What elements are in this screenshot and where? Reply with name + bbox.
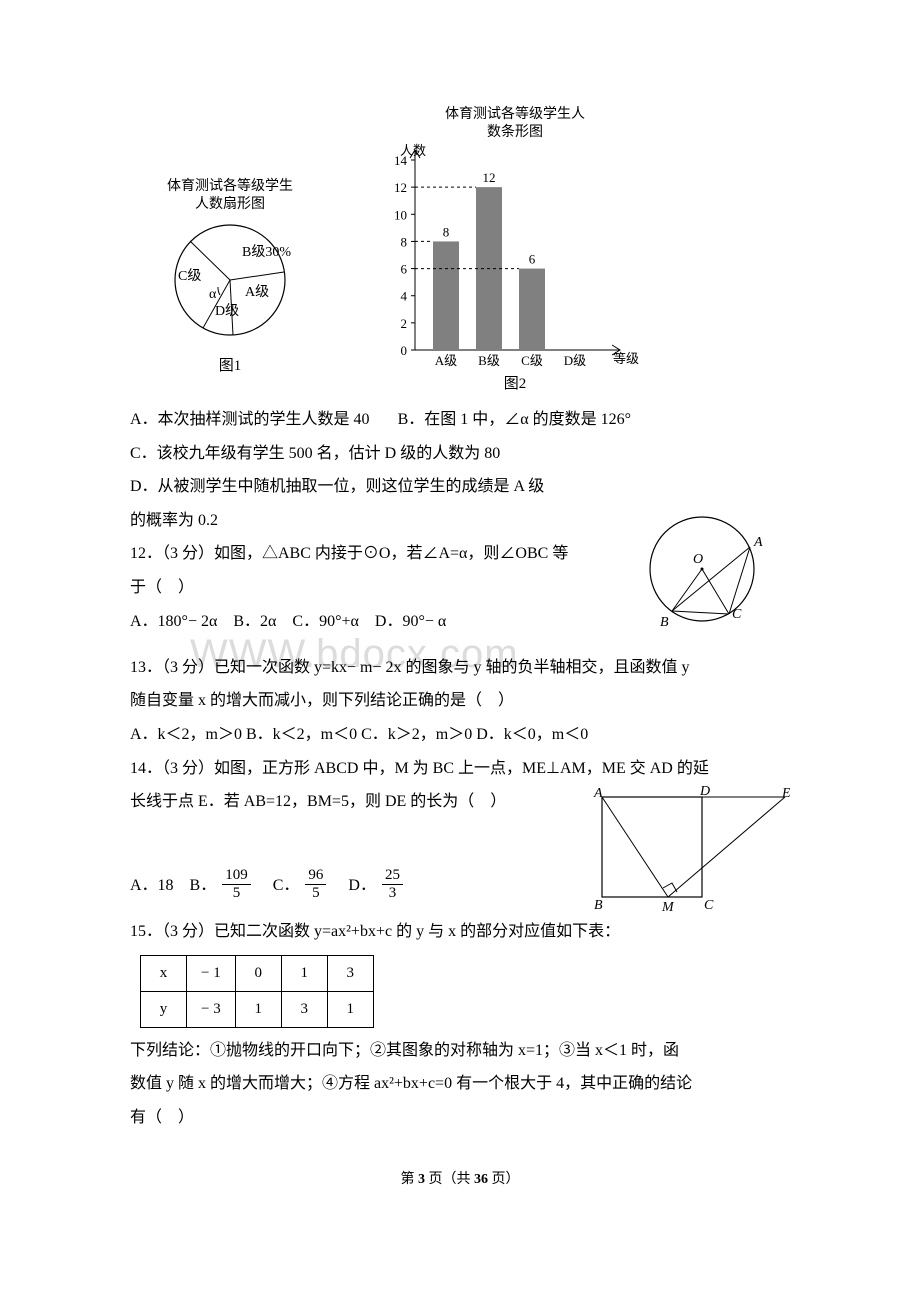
svg-text:D级: D级 [564,353,586,368]
svg-text:A级: A级 [435,353,457,368]
svg-text:图2: 图2 [504,375,527,392]
svg-text:O: O [693,552,703,567]
bar-title-2: 数条形图 [487,123,543,140]
figures-row: 体育测试各等级学生 人数扇形图 B级30% C级 α A级 D级 图1 体育测试… [130,100,790,395]
q15-concl-2: 数值 y 随 x 的增大而增大；④方程 ax²+bx+c=0 有一个根大于 4，… [130,1067,790,1101]
svg-text:D: D [699,785,710,799]
svg-text:C: C [704,898,714,913]
svg-text:M: M [661,900,675,915]
svg-text:A: A [593,786,603,801]
svg-text:0: 0 [401,343,408,358]
q14-figure: A D E B M C [590,785,790,915]
svg-text:B: B [660,615,669,630]
bar-chart-figure: 体育测试各等级学生人 数条形图 人数 等级 02468101214 8A级12B… [360,100,640,395]
svg-text:等级: 等级 [613,351,639,366]
svg-text:2: 2 [401,316,408,331]
svg-text:B: B [594,898,603,913]
svg-text:B级30%: B级30% [242,244,291,260]
svg-text:8: 8 [443,224,450,239]
svg-text:α: α [209,287,217,302]
svg-text:4: 4 [401,289,408,304]
pie-chart-figure: 体育测试各等级学生 人数扇形图 B级30% C级 α A级 D级 图1 [130,100,330,395]
q11-opt-c: C．该校九年级有学生 500 名，估计 D 级的人数为 80 [130,437,790,471]
page-footer: 第 3 页（共 36 页） [130,1165,790,1196]
svg-text:8: 8 [401,234,408,249]
q15-concl-1: 下列结论：①抛物线的开口向下；②其图象的对称轴为 x=1；③当 x＜1 时，函 [130,1034,790,1068]
svg-text:10: 10 [394,207,407,222]
svg-text:6: 6 [529,252,536,267]
svg-text:14: 14 [394,153,408,168]
q15-concl-3: 有（ ） [130,1101,790,1135]
bar-title-1: 体育测试各等级学生人 [445,105,585,122]
q12-figure: O A B C [630,504,790,639]
svg-text:D级: D级 [215,303,239,319]
svg-text:E: E [781,786,790,801]
svg-text:12: 12 [394,180,407,195]
svg-text:C级: C级 [178,268,201,284]
q13-opts: A．k＜2，m＞0 B．k＜2，m＜0 C．k＞2，m＞0 D．k＜0，m＜0 [130,718,790,752]
q11-opt-a: A．本次抽样测试的学生人数是 40B．在图 1 中，∠α 的度数是 126° [130,403,790,437]
q13-stem-2: 随自变量 x 的增大而减小，则下列结论正确的是（ ） [130,684,790,718]
svg-text:B级: B级 [478,353,500,368]
svg-text:A级: A级 [245,284,269,300]
pie-caption-2: 人数扇形图 [195,196,265,212]
pie-caption-1: 体育测试各等级学生 [167,177,293,194]
svg-text:12: 12 [483,170,496,185]
svg-text:C级: C级 [521,353,543,368]
svg-text:A: A [753,535,763,550]
q11-opt-b: B．在图 1 中，∠α 的度数是 126° [398,411,631,428]
q11-opt-d-1: D．从被测学生中随机抽取一位，则这位学生的成绩是 A 级 [130,470,790,504]
svg-text:图1: 图1 [219,357,242,374]
q15-stem: 15．（3 分）已知二次函数 y=ax²+bx+c 的 y 与 x 的部分对应值… [130,915,790,949]
q15-table: x − 1 0 1 3 y − 3 1 3 1 [140,955,374,1028]
svg-text:6: 6 [401,262,408,277]
q13-stem-1: 13．（3 分）已知一次函数 y=kx− m− 2x 的图象与 y 轴的负半轴相… [130,651,790,685]
svg-text:C: C [732,607,742,622]
q14-stem-1: 14．（3 分）如图，正方形 ABCD 中，M 为 BC 上一点，ME⊥AM，M… [130,752,790,786]
